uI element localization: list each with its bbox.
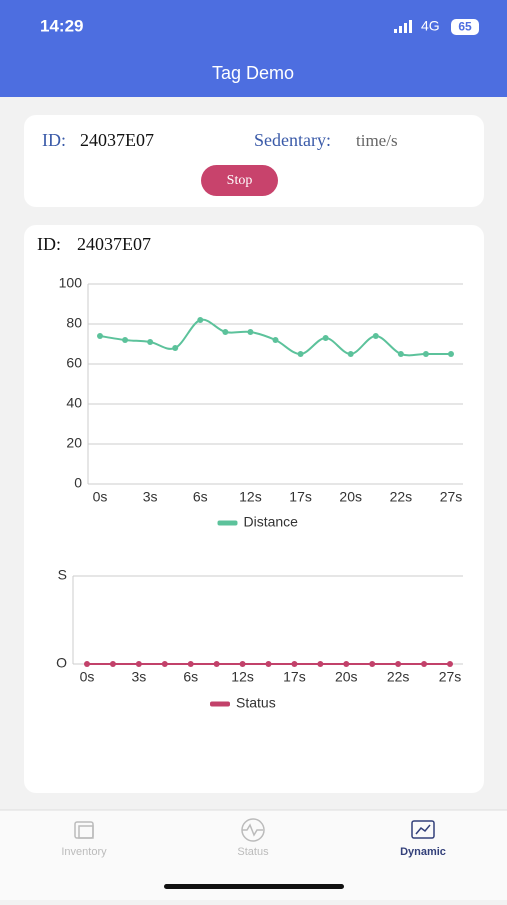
header-bg xyxy=(0,0,507,97)
data-point xyxy=(291,661,298,667)
x-tick-label: 12s xyxy=(239,489,262,505)
battery-level: 65 xyxy=(458,20,472,34)
status-icon[interactable] xyxy=(241,818,265,842)
y-tick-label: 20 xyxy=(66,435,82,451)
id-value: 24037E07 xyxy=(80,130,154,150)
tab-label[interactable]: Inventory xyxy=(61,846,107,858)
x-tick-label: 6s xyxy=(183,669,198,685)
x-tick-label: 17s xyxy=(283,669,306,685)
y-tick-label: 40 xyxy=(66,395,82,411)
data-point xyxy=(197,317,204,323)
y-tick-label: 80 xyxy=(66,315,82,331)
stop-button-label[interactable]: Stop xyxy=(227,173,253,188)
legend-label: Distance xyxy=(244,514,299,530)
data-point xyxy=(347,351,354,357)
data-point xyxy=(322,335,329,341)
x-tick-label: 6s xyxy=(193,489,208,505)
chart-id-value: 24037E07 xyxy=(77,234,151,254)
data-point xyxy=(84,661,90,667)
data-point xyxy=(395,661,402,667)
data-point xyxy=(343,661,350,667)
data-point xyxy=(239,661,246,667)
data-point xyxy=(317,661,324,667)
x-tick-label: 12s xyxy=(231,669,254,685)
dynamic-icon[interactable] xyxy=(411,820,435,839)
data-point xyxy=(422,351,429,357)
status-time: 14:29 xyxy=(40,16,83,35)
x-tick-label: 17s xyxy=(289,489,312,505)
data-point xyxy=(213,661,220,667)
data-point xyxy=(122,337,129,343)
control-card xyxy=(24,115,484,207)
x-tick-label: 3s xyxy=(143,489,158,505)
data-point xyxy=(372,333,379,339)
data-point xyxy=(161,661,168,667)
x-tick-label: 0s xyxy=(93,489,108,505)
data-point xyxy=(421,661,428,667)
data-point xyxy=(147,339,154,345)
id-label: ID: xyxy=(42,130,66,150)
data-point xyxy=(272,337,279,343)
data-point xyxy=(447,661,453,667)
x-tick-label: 27s xyxy=(440,489,463,505)
battery xyxy=(451,19,479,35)
data-point xyxy=(135,661,142,667)
sedentary-label: Sedentary: xyxy=(254,130,331,150)
stop-button[interactable] xyxy=(201,165,278,196)
data-point xyxy=(448,351,454,357)
tab-label[interactable]: Status xyxy=(237,846,269,858)
x-tick-label: 27s xyxy=(439,669,462,685)
data-point xyxy=(172,345,179,351)
y-tick-label: 60 xyxy=(66,355,82,371)
legend-swatch xyxy=(217,520,238,526)
y-tick-label: O xyxy=(56,655,67,671)
signal-icon xyxy=(394,20,412,33)
tab-label[interactable]: Dynamic xyxy=(400,846,446,858)
x-tick-label: 22s xyxy=(387,669,410,685)
x-tick-label: 3s xyxy=(131,669,146,685)
network: 4G xyxy=(421,18,440,34)
data-point xyxy=(297,351,304,357)
data-point xyxy=(97,333,103,339)
x-tick-label: 20s xyxy=(335,669,358,685)
data-point xyxy=(247,329,254,335)
data-point xyxy=(265,661,272,667)
home-indicator xyxy=(164,884,344,889)
y-tick-label: S xyxy=(58,567,67,583)
inventory-icon[interactable] xyxy=(74,821,94,839)
legend-swatch xyxy=(210,701,230,707)
y-tick-label: 0 xyxy=(74,475,82,491)
x-tick-label: 22s xyxy=(390,489,413,505)
chart-id-label: ID: xyxy=(37,234,61,254)
header-title: Tag Demo xyxy=(212,63,294,83)
data-point xyxy=(109,661,116,667)
sedentary-unit: time/s xyxy=(356,131,398,150)
data-point xyxy=(369,661,376,667)
x-tick-label: 20s xyxy=(339,489,362,505)
x-tick-label: 0s xyxy=(80,669,95,685)
y-tick-label: 100 xyxy=(59,275,83,291)
legend-label: Status xyxy=(236,695,276,711)
data-point xyxy=(397,351,404,357)
data-point xyxy=(222,329,229,335)
data-point xyxy=(187,661,194,667)
chart-card xyxy=(24,225,484,793)
